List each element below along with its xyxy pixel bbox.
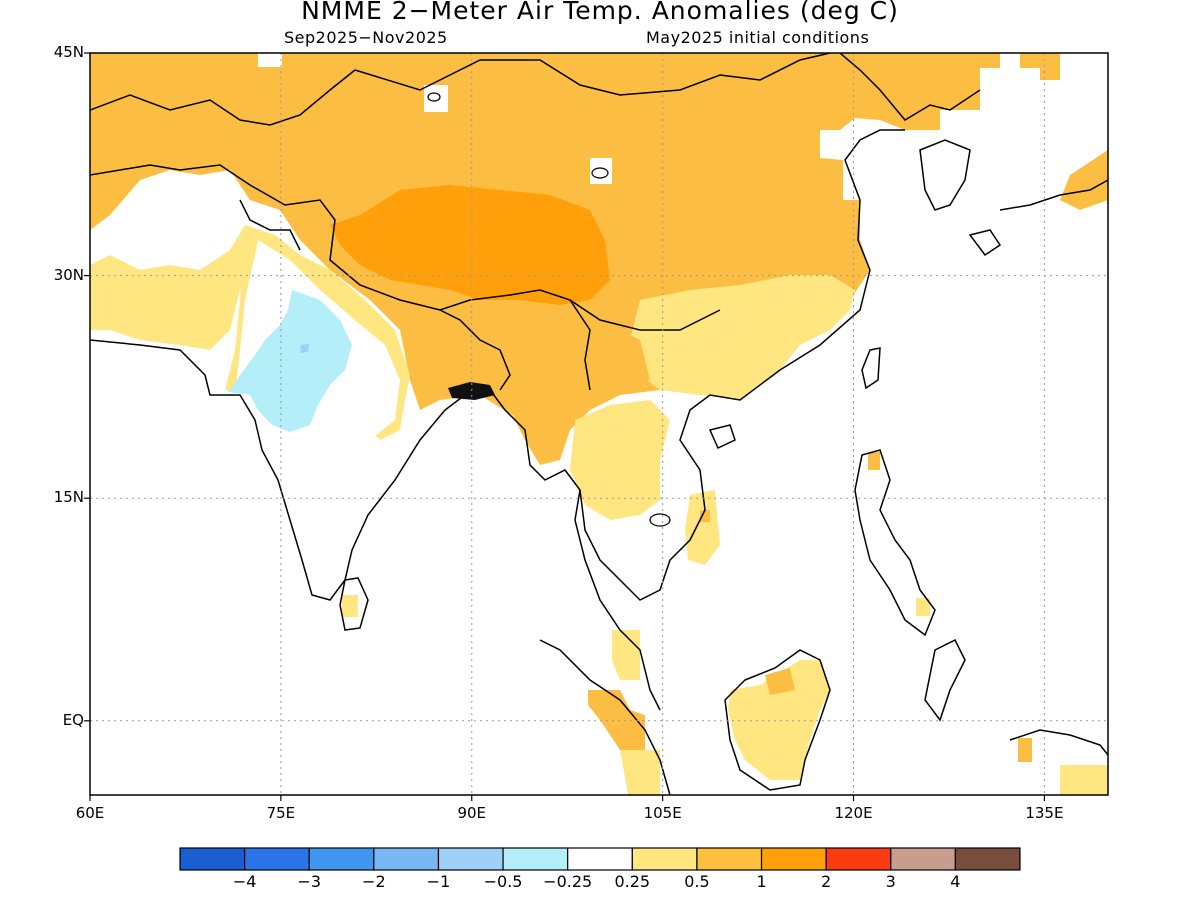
colorbar-label: 0.5 — [684, 872, 710, 891]
lon-tick-label: 75E — [266, 804, 296, 822]
colorbar-label: 2 — [821, 872, 832, 891]
colorbar-swatch — [825, 847, 892, 871]
coastlines — [90, 53, 1108, 795]
colorbar-swatch — [631, 847, 698, 871]
anomaly-region-light-yellow — [570, 400, 670, 520]
colorbar-label: 0.25 — [614, 872, 651, 891]
anomaly-patch — [342, 595, 358, 617]
map-frame — [89, 52, 1109, 796]
colorbar-swatch — [437, 847, 504, 871]
anomaly-region-orange — [330, 185, 610, 305]
anomaly-region-light-yellow — [728, 660, 830, 780]
colorbar-swatch — [696, 847, 763, 871]
colorbar-swatch — [502, 847, 569, 871]
colorbar-swatch — [308, 847, 375, 871]
lon-tick-label: 60E — [75, 804, 105, 822]
map-field — [90, 53, 1108, 795]
anomaly-patch — [916, 598, 930, 616]
anomaly-region-orange-sea — [588, 690, 645, 750]
anomaly-region-light-yellow — [630, 275, 855, 400]
colorbar-label: −1 — [426, 872, 451, 891]
anomaly-patch — [1060, 765, 1108, 795]
anomaly-patch — [868, 452, 880, 470]
lat-tick-label: 15N — [53, 488, 84, 507]
colorbar-label: −3 — [297, 872, 322, 891]
colorbar-label: 3 — [885, 872, 896, 891]
gridlines — [90, 53, 1108, 795]
colorbar-label: −0.25 — [543, 872, 593, 891]
lat-tick-label: 45N — [53, 43, 84, 61]
anomaly-region-light-blue — [228, 290, 352, 432]
colorbar-label: −0.5 — [483, 872, 523, 891]
anomaly-region-blue — [300, 344, 309, 353]
anomaly-patch — [700, 510, 710, 522]
anomaly-gap — [258, 53, 282, 67]
lon-tick-label: 105E — [643, 804, 682, 822]
season-label: Sep2025−Nov2025 — [284, 28, 448, 47]
colorbar-label: −2 — [362, 872, 386, 891]
anomaly-region-light-orange — [1060, 150, 1108, 210]
lat-tick-label: 30N — [53, 265, 84, 284]
anomaly-region-light-yellow — [90, 225, 255, 350]
colorbar-swatch — [373, 847, 440, 871]
colorbar-swatch — [760, 847, 827, 871]
tick-marks — [84, 52, 1045, 801]
colorbar — [179, 847, 1021, 871]
colorbar-label: 1 — [756, 872, 767, 891]
anomaly-region-orange-sea — [765, 668, 795, 695]
lon-tick-label: 135E — [1025, 804, 1064, 822]
colorbar-swatch — [567, 847, 633, 871]
colorbar-swatch — [890, 847, 956, 871]
colorbar-swatch — [954, 847, 1021, 871]
lat-tick-label: EQ — [62, 710, 84, 729]
lon-tick-label: 90E — [457, 804, 487, 822]
anomaly-region-light-yellow — [620, 750, 660, 795]
colorbar-swatch — [244, 847, 310, 871]
lon-tick-label: 120E — [834, 804, 873, 822]
map-title: NMME 2−Meter Air Temp. Anomalies (deg C) — [301, 0, 899, 25]
anomaly-region-light-orange — [1020, 53, 1060, 80]
colorbar-label: −4 — [232, 872, 257, 891]
colorbar-swatch — [179, 847, 246, 871]
colorbar-label: 4 — [950, 872, 961, 891]
anomaly-region-orange-sea — [505, 310, 650, 465]
initial-conditions-label: May2025 initial conditions — [646, 28, 870, 47]
anomaly-gap — [940, 150, 970, 190]
anomaly-gap — [424, 85, 448, 112]
lakes — [427, 92, 671, 527]
anomaly-region-light-yellow — [685, 490, 720, 565]
anomaly-patch — [1018, 738, 1032, 762]
